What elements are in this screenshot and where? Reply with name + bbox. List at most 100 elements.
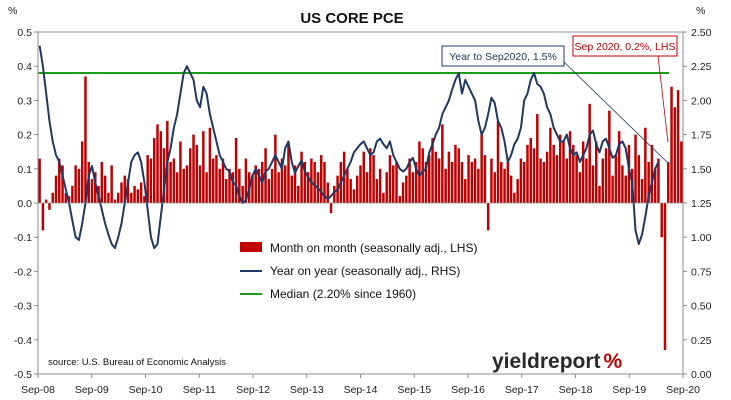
mom-bar xyxy=(578,172,582,203)
mom-bar xyxy=(149,158,153,203)
mom-bar xyxy=(130,192,133,203)
mom-bar xyxy=(640,179,644,203)
mom-bar xyxy=(231,172,235,203)
x-tick-label: Sep-20 xyxy=(666,384,700,396)
mom-bar xyxy=(51,192,54,203)
mom-bar xyxy=(467,155,470,203)
right-tick-label: 1.25 xyxy=(691,198,712,210)
legend: Month on month (seasonally adj., LHS) Ye… xyxy=(240,241,477,301)
mom-bar xyxy=(549,127,552,203)
mom-bar xyxy=(175,172,179,203)
mom-bar xyxy=(388,155,392,203)
mom-bar xyxy=(244,158,248,203)
mom-bar xyxy=(418,141,421,203)
mom-bar xyxy=(667,161,670,203)
mom-bar xyxy=(428,155,431,203)
mom-bar xyxy=(41,203,45,231)
right-tick-label: 1.75 xyxy=(691,130,712,142)
mom-bar xyxy=(598,185,601,203)
mom-bar xyxy=(421,148,424,203)
mom-bar xyxy=(208,127,212,203)
mom-bar xyxy=(395,161,398,203)
mom-bar xyxy=(221,158,225,203)
mom-bar xyxy=(392,165,395,203)
mom-bar xyxy=(264,148,267,203)
mom-bar xyxy=(522,161,526,203)
chart-title: US CORE PCE xyxy=(300,10,403,27)
mom-bar xyxy=(225,179,228,203)
mom-bar xyxy=(195,144,199,203)
mom-bar xyxy=(536,114,539,203)
mom-bar xyxy=(539,158,542,203)
mom-bar xyxy=(411,172,415,203)
mom-bar xyxy=(38,158,41,203)
right-tick-label: 0.50 xyxy=(691,301,712,313)
mom-bar xyxy=(526,144,529,203)
mom-bar xyxy=(588,103,591,203)
right-tick-label: 0.25 xyxy=(691,335,712,347)
mom-bar xyxy=(657,158,660,203)
mom-bar xyxy=(575,155,578,203)
mom-bar xyxy=(359,165,362,203)
mom-bar xyxy=(493,172,496,203)
mom-bar xyxy=(647,161,650,203)
mom-bar xyxy=(293,165,297,203)
mom-bar xyxy=(670,86,673,203)
mom-bar xyxy=(64,192,68,203)
mom-bar xyxy=(205,172,208,203)
mom-bar xyxy=(509,175,513,203)
mom-bar xyxy=(477,168,480,203)
mom-bar xyxy=(401,182,405,203)
mom-bar xyxy=(441,124,444,203)
mom-bar xyxy=(385,172,388,203)
mom-bar xyxy=(542,161,546,203)
mom-bar xyxy=(460,161,464,203)
mom-bar xyxy=(218,168,221,203)
mom-bar xyxy=(627,144,631,203)
mom-bar xyxy=(617,131,621,203)
mom-bar xyxy=(215,155,218,203)
legend-label-yoy: Year on year (seasonally adj., RHS) xyxy=(270,264,460,278)
yoy-line xyxy=(38,45,660,250)
mom-bar xyxy=(152,138,156,203)
mom-bar xyxy=(676,90,680,203)
mom-bar xyxy=(601,158,605,203)
mom-bar xyxy=(257,168,261,203)
mom-bar xyxy=(103,175,107,203)
mom-bar xyxy=(202,131,205,203)
mom-bar xyxy=(77,168,81,203)
mom-bar xyxy=(116,192,120,203)
right-tick-label: 1.00 xyxy=(691,232,712,244)
mom-bar xyxy=(179,141,182,203)
x-tick-label: Sep-14 xyxy=(344,384,378,396)
mom-bar xyxy=(300,151,303,203)
mom-bars-group xyxy=(38,76,683,351)
mom-bar xyxy=(80,141,84,203)
mom-bar xyxy=(270,168,274,203)
mom-bar xyxy=(306,172,310,203)
x-tick-label: Sep-18 xyxy=(559,384,593,396)
mom-bar xyxy=(414,161,418,203)
mom-bar xyxy=(431,138,434,203)
yoy-line-group xyxy=(38,45,660,250)
mom-bar xyxy=(450,161,454,203)
mom-callout-leader xyxy=(657,55,669,143)
mom-bar xyxy=(447,151,451,203)
mom-bar xyxy=(211,158,215,203)
right-tick-label: 2.50 xyxy=(691,27,712,39)
left-tick-label: -0.5 xyxy=(14,369,32,381)
mom-bar xyxy=(146,155,149,203)
left-tick-label: 0.2 xyxy=(17,130,32,142)
mom-bar xyxy=(90,179,94,203)
x-tick-label: Sep-19 xyxy=(612,384,646,396)
axes-group xyxy=(34,31,687,378)
mom-bar xyxy=(159,131,163,203)
mom-bar xyxy=(297,185,300,203)
mom-bar xyxy=(503,168,506,203)
mom-bar xyxy=(189,148,192,203)
mom-bar xyxy=(241,185,244,203)
mom-bar xyxy=(437,158,441,203)
left-tick-label: 0.4 xyxy=(17,61,32,73)
mom-bar xyxy=(198,165,202,203)
